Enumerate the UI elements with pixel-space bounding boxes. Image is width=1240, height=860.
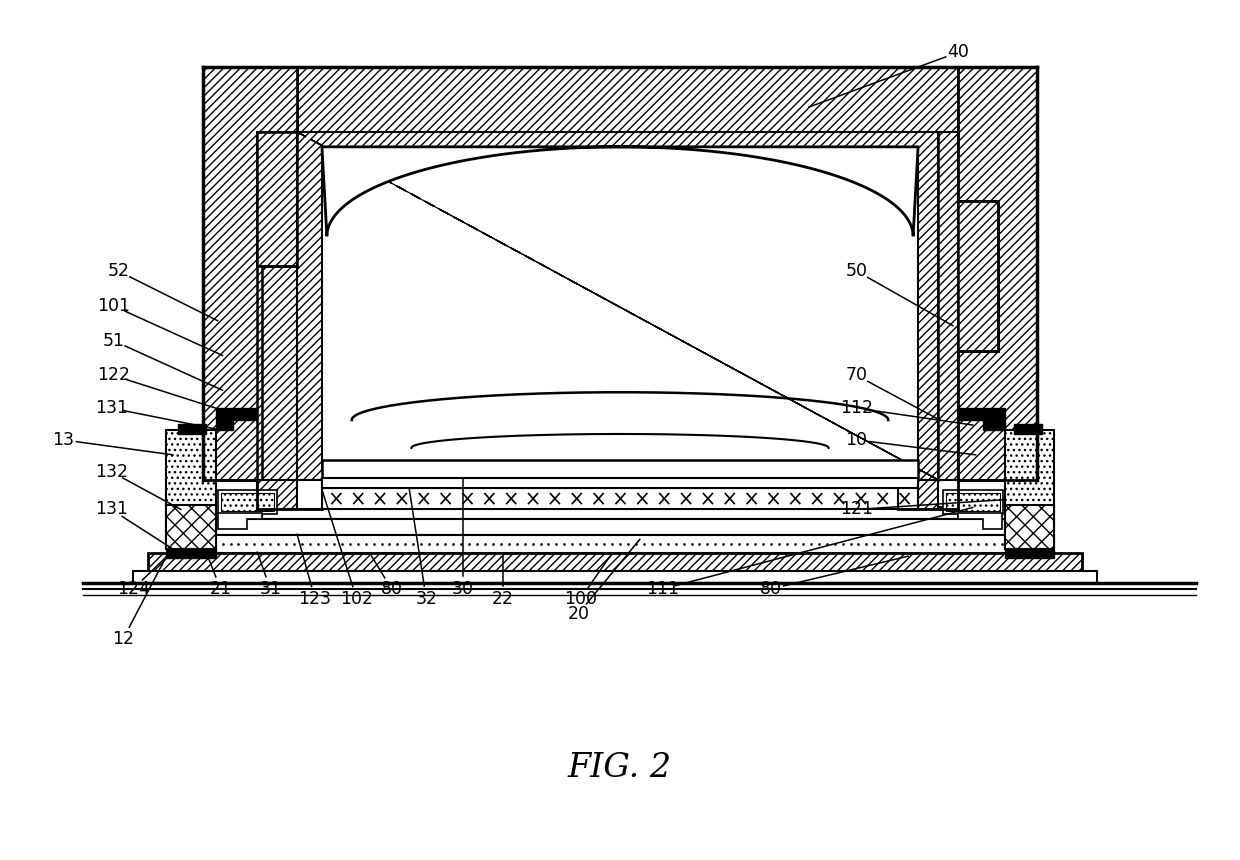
Text: 123: 123 xyxy=(299,590,331,608)
Text: 50: 50 xyxy=(846,262,868,280)
Text: 101: 101 xyxy=(97,297,130,315)
Text: 111: 111 xyxy=(646,580,680,598)
Polygon shape xyxy=(166,550,216,558)
Text: 31: 31 xyxy=(259,580,281,598)
Polygon shape xyxy=(298,67,957,132)
Polygon shape xyxy=(322,477,918,488)
Text: 12: 12 xyxy=(113,630,134,648)
Polygon shape xyxy=(166,505,216,550)
Polygon shape xyxy=(166,430,216,550)
Polygon shape xyxy=(957,408,1004,416)
Polygon shape xyxy=(1014,424,1043,434)
Text: 70: 70 xyxy=(846,366,868,384)
Text: 30: 30 xyxy=(453,580,474,598)
Text: 52: 52 xyxy=(108,262,129,280)
Text: 121: 121 xyxy=(839,501,873,519)
Text: 102: 102 xyxy=(340,590,373,608)
Polygon shape xyxy=(217,489,278,514)
Polygon shape xyxy=(148,553,1083,571)
Polygon shape xyxy=(258,480,298,509)
Text: 80: 80 xyxy=(381,580,403,598)
Text: 40: 40 xyxy=(947,44,968,61)
Polygon shape xyxy=(946,493,999,512)
Text: 32: 32 xyxy=(415,590,438,608)
Polygon shape xyxy=(258,132,298,480)
Polygon shape xyxy=(957,415,1004,430)
Polygon shape xyxy=(957,67,1038,480)
Text: 124: 124 xyxy=(117,580,150,598)
Text: 112: 112 xyxy=(839,399,873,417)
Polygon shape xyxy=(957,513,1002,530)
Polygon shape xyxy=(322,147,918,470)
Polygon shape xyxy=(298,480,322,509)
Text: 20: 20 xyxy=(567,605,589,623)
Polygon shape xyxy=(942,489,1002,514)
Text: 131: 131 xyxy=(94,399,128,417)
Polygon shape xyxy=(957,201,997,351)
Polygon shape xyxy=(918,480,937,509)
Polygon shape xyxy=(221,493,274,512)
Text: 10: 10 xyxy=(846,431,868,449)
Text: 132: 132 xyxy=(94,463,128,481)
Polygon shape xyxy=(898,480,918,509)
Polygon shape xyxy=(322,488,918,509)
Polygon shape xyxy=(216,415,258,430)
Text: 80: 80 xyxy=(760,580,782,598)
Text: 51: 51 xyxy=(102,332,124,349)
Polygon shape xyxy=(177,535,1053,553)
Polygon shape xyxy=(202,67,298,480)
Text: 13: 13 xyxy=(52,431,74,449)
Text: 21: 21 xyxy=(210,580,232,598)
Polygon shape xyxy=(177,519,1053,535)
Polygon shape xyxy=(177,424,206,434)
Polygon shape xyxy=(322,460,918,477)
Polygon shape xyxy=(133,571,1097,583)
Polygon shape xyxy=(298,132,937,480)
Polygon shape xyxy=(1004,505,1054,550)
Text: 122: 122 xyxy=(97,366,130,384)
Polygon shape xyxy=(1004,550,1054,558)
Text: 22: 22 xyxy=(492,590,513,608)
Polygon shape xyxy=(322,147,918,236)
Text: 131: 131 xyxy=(94,501,128,519)
Polygon shape xyxy=(937,132,957,480)
Polygon shape xyxy=(217,513,263,530)
Polygon shape xyxy=(216,408,258,416)
Text: FIG. 2: FIG. 2 xyxy=(568,752,672,783)
Text: 100: 100 xyxy=(564,590,596,608)
Polygon shape xyxy=(1004,430,1054,550)
Polygon shape xyxy=(263,507,957,519)
